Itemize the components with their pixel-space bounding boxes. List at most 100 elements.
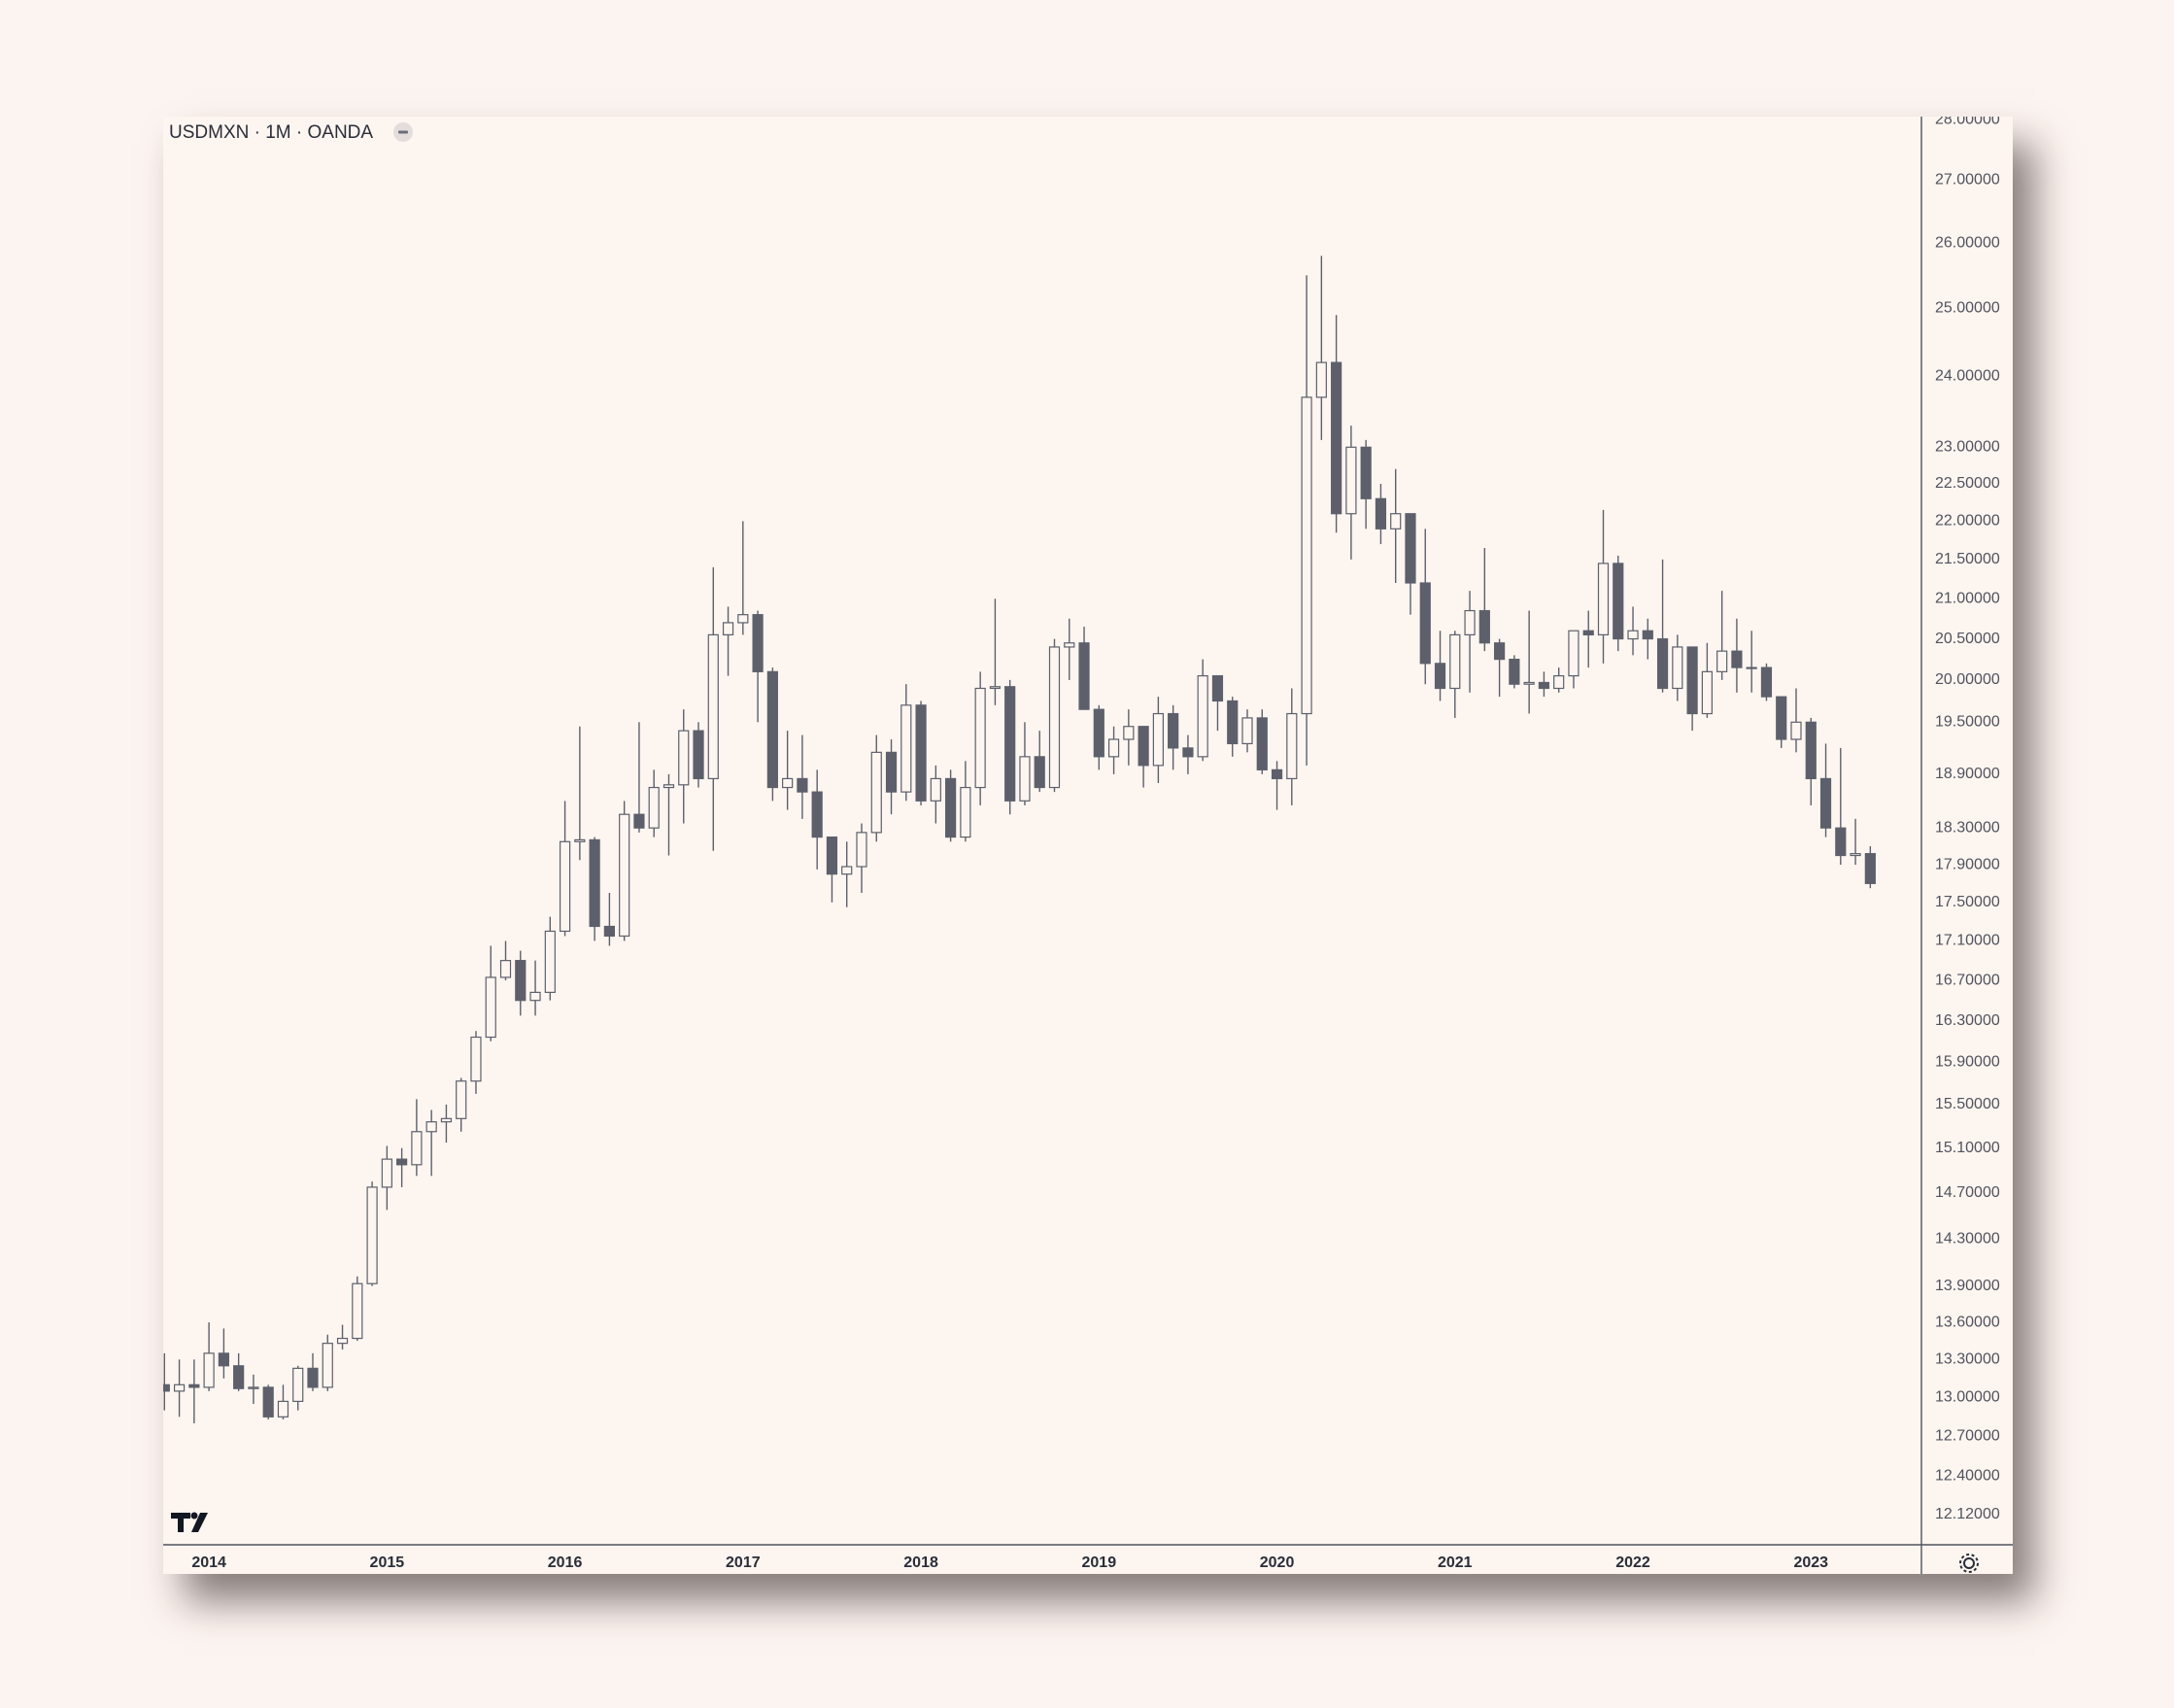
- candle-body: [233, 1365, 245, 1389]
- y-tick-label: 13.60000: [1935, 1314, 2000, 1330]
- candle-body: [1107, 738, 1120, 758]
- y-tick-label: 12.70000: [1935, 1428, 2000, 1445]
- y-tick-label: 23.00000: [1935, 439, 2000, 456]
- candle-body: [1138, 726, 1149, 767]
- candle-body: [1731, 650, 1743, 668]
- candle-body: [559, 840, 571, 933]
- x-tick-label: 2018: [903, 1554, 938, 1571]
- y-tick-label: 20.00000: [1935, 671, 2000, 688]
- candle-body: [381, 1158, 392, 1188]
- y-tick-label: 22.50000: [1935, 475, 2000, 492]
- candle-body: [989, 686, 1002, 690]
- candle-body: [1850, 853, 1861, 857]
- y-tick-label: 22.00000: [1935, 513, 2000, 529]
- candle-body: [1211, 675, 1224, 702]
- candle-body: [1449, 633, 1461, 690]
- candle-body: [1315, 361, 1327, 398]
- candle-body: [1227, 700, 1239, 745]
- y-tick-label: 16.30000: [1935, 1012, 2000, 1029]
- settings-button[interactable]: [1959, 1554, 1979, 1573]
- y-tick-label: 18.90000: [1935, 766, 2000, 782]
- y-tick-label: 26.00000: [1935, 234, 2000, 251]
- candle-body: [1004, 686, 1016, 802]
- candle-body: [1776, 696, 1787, 740]
- chart: USDMXN · 1M · OANDA 28.00000 27.00000 26.0…: [163, 111, 2013, 1574]
- candle-body: [1405, 513, 1416, 584]
- candle-body: [1360, 446, 1372, 499]
- x-tick-label: 2021: [1438, 1554, 1473, 1571]
- y-tick-label: 15.10000: [1935, 1140, 2000, 1156]
- candle-body: [1819, 777, 1832, 829]
- y-tick-label: 15.90000: [1935, 1053, 2000, 1070]
- candle-body: [766, 670, 778, 789]
- candle-body: [1523, 681, 1535, 685]
- candle-body: [1538, 681, 1550, 690]
- candle-body: [885, 751, 898, 793]
- y-tick-label: 17.90000: [1935, 856, 2000, 872]
- y-tick-label: 24.00000: [1935, 368, 2000, 385]
- candle-body: [1701, 670, 1713, 715]
- candle-body: [797, 777, 808, 793]
- candle-body: [277, 1400, 289, 1418]
- x-tick-label: 2020: [1260, 1554, 1295, 1571]
- candle-body: [1271, 769, 1283, 780]
- candle-body: [1478, 609, 1490, 644]
- candle-body: [352, 1282, 363, 1340]
- candle-body: [1197, 675, 1208, 758]
- x-tick-label: 2019: [1082, 1554, 1117, 1571]
- candle-body: [163, 1383, 170, 1392]
- x-tick-label: 2016: [548, 1554, 583, 1571]
- candle-body: [1434, 663, 1446, 690]
- candle-body: [574, 838, 586, 842]
- x-tick-label: 2022: [1615, 1554, 1650, 1571]
- candle-body: [203, 1352, 215, 1388]
- candle-body: [515, 960, 527, 1002]
- candle-body: [619, 813, 630, 938]
- candle-body: [826, 836, 838, 875]
- candle-body: [396, 1158, 408, 1166]
- candle-body: [603, 925, 615, 938]
- candle-body: [737, 614, 749, 624]
- candle-body: [425, 1121, 437, 1133]
- x-tick-label: 2023: [1793, 1554, 1828, 1571]
- y-tick-label: 25.00000: [1935, 300, 2000, 317]
- candle-body: [1152, 712, 1164, 767]
- candle-body: [1048, 646, 1061, 789]
- candle-body: [1345, 446, 1357, 515]
- candle-body: [722, 622, 734, 635]
- y-tick-label: 20.50000: [1935, 631, 2000, 647]
- candle-body: [1464, 609, 1476, 635]
- y-tick-label: 14.70000: [1935, 1184, 2000, 1201]
- candle-body: [900, 704, 912, 793]
- y-tick-label: 19.50000: [1935, 714, 2000, 731]
- candle-body: [248, 1386, 259, 1389]
- candle-body: [485, 976, 496, 1039]
- candle-body: [218, 1352, 229, 1367]
- candle-body: [1864, 853, 1876, 884]
- x-tick-label: 2015: [370, 1554, 405, 1571]
- candle-body: [173, 1383, 186, 1392]
- y-tick-label: 13.90000: [1935, 1278, 2000, 1294]
- candle-body: [499, 960, 512, 978]
- candle-body: [1375, 497, 1387, 529]
- candle-body: [1019, 756, 1031, 802]
- candle-body: [1716, 650, 1728, 672]
- candle-body: [648, 786, 660, 829]
- candle-body: [1760, 666, 1773, 698]
- y-tick-label: 18.30000: [1935, 819, 2000, 836]
- chart-title: USDMXN · 1M · OANDA: [169, 122, 373, 143]
- y-tick-label: 27.00000: [1935, 172, 2000, 188]
- candle-body: [841, 866, 853, 875]
- candle-body: [1390, 513, 1402, 529]
- candle-body: [1182, 747, 1194, 758]
- chart-panel: USDMXN · 1M · OANDA 28.00000 27.00000 26.0…: [163, 111, 2013, 1574]
- candle-body: [188, 1383, 200, 1388]
- candle-body: [1627, 630, 1639, 640]
- y-tick-label: 12.40000: [1935, 1468, 2000, 1485]
- candle-body: [1746, 666, 1757, 669]
- candle-body: [411, 1131, 423, 1166]
- collapse-button[interactable]: [393, 122, 413, 142]
- y-tick-label: 17.50000: [1935, 894, 2000, 910]
- y-tick-label: 21.00000: [1935, 590, 2000, 606]
